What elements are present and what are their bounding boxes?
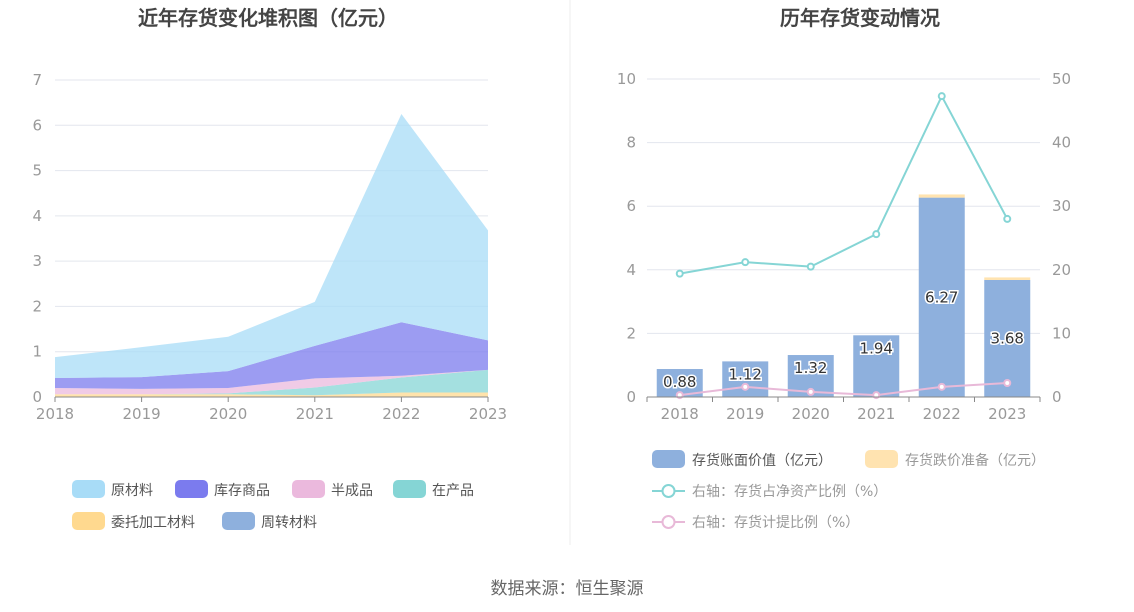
legend-swatch xyxy=(222,512,255,530)
x-tick-label: 2019 xyxy=(123,405,161,423)
bar-impairment-provision xyxy=(984,277,1031,280)
legend-marker xyxy=(661,484,676,498)
x-tick-label: 2022 xyxy=(382,405,420,423)
y-right-tick-label: 30 xyxy=(1052,197,1071,215)
legend-label: 半成品 xyxy=(331,483,373,499)
y-left-tick-label: 10 xyxy=(617,70,636,88)
x-tick-label: 2023 xyxy=(988,405,1026,423)
line-series-2 xyxy=(679,382,1008,397)
bar-impairment-provision xyxy=(918,194,965,198)
line-series-1 xyxy=(679,93,1009,275)
bar-carrying-value xyxy=(722,361,769,397)
legend-label: 原材料 xyxy=(111,483,153,499)
line-point xyxy=(806,262,815,271)
bar-value-label: 1.12 xyxy=(729,365,762,383)
legend-marker xyxy=(661,515,676,529)
y-tick-label: 0 xyxy=(32,388,42,406)
legend-label: 在产品 xyxy=(432,483,474,499)
x-tick-label: 2021 xyxy=(857,405,895,423)
right-chart-grid xyxy=(647,78,1040,334)
y-tick-label: 2 xyxy=(32,297,42,315)
x-tick-label: 2020 xyxy=(792,405,830,423)
legend-label: 右轴：存货占净资产比例（%） xyxy=(692,483,887,500)
bar-value-label: 1.94 xyxy=(860,339,893,357)
right-chart-bars xyxy=(656,194,1031,397)
y-tick-label: 7 xyxy=(32,71,42,89)
area-series-4 xyxy=(55,369,488,395)
y-left-tick-label: 2 xyxy=(626,324,636,342)
bar-value-label: 0.88 xyxy=(663,373,696,391)
area-series-2 xyxy=(55,392,488,397)
right-chart-lines xyxy=(675,92,1012,400)
right-chart-axis: 0 2 4 6 8 10 0 10 20 30 40 50 2018 2019 2020 2021 2022 20… xyxy=(617,70,1071,423)
area-series-6 xyxy=(55,113,488,378)
x-tick-label: 2022 xyxy=(923,405,961,423)
left-chart-title: 近年存货变化堆积图（亿元） xyxy=(138,6,398,30)
y-left-tick-label: 6 xyxy=(626,197,636,215)
bar-carrying-value xyxy=(984,279,1031,397)
legend-swatch xyxy=(292,480,325,498)
bar-value-label: 3.68 xyxy=(991,329,1024,347)
area-series-5 xyxy=(55,322,488,389)
y-right-tick-label: 10 xyxy=(1052,324,1071,342)
x-tick-label: 2018 xyxy=(661,405,699,423)
line-point xyxy=(937,382,946,391)
legend-swatch xyxy=(652,450,685,468)
legend-label: 周转材料 xyxy=(261,515,317,531)
data-source-note: 数据来源：恒生聚源 xyxy=(490,579,644,599)
legend-swatch xyxy=(175,480,208,498)
legend-swatch xyxy=(865,450,898,468)
line-point xyxy=(741,258,750,267)
bar-value-label: 6.27 xyxy=(925,288,958,306)
x-tick-label: 2020 xyxy=(209,405,247,423)
line-point xyxy=(937,92,946,101)
y-tick-label: 1 xyxy=(32,343,42,361)
legend-swatch xyxy=(72,480,105,498)
y-left-tick-label: 0 xyxy=(626,388,636,406)
y-tick-label: 4 xyxy=(32,207,42,225)
legend-swatch xyxy=(72,512,105,530)
legend-label: 存货跌价准备（亿元） xyxy=(905,452,1045,469)
y-left-tick-label: 4 xyxy=(626,261,636,279)
left-chart-axis: 0 1 2 3 4 5 6 7 2018 2019 2020 2021 2022 2023 xyxy=(32,71,507,423)
y-right-tick-label: 20 xyxy=(1052,261,1071,279)
line-point xyxy=(806,387,815,396)
y-tick-label: 3 xyxy=(32,252,42,270)
y-tick-label: 6 xyxy=(32,116,42,134)
y-tick-label: 5 xyxy=(32,162,42,180)
right-chart-title: 历年存货变动情况 xyxy=(780,6,940,30)
bar-carrying-value xyxy=(918,197,965,397)
line-point xyxy=(675,269,684,278)
bar-value-label: 1.32 xyxy=(794,359,827,377)
line-point xyxy=(741,382,750,391)
y-right-tick-label: 40 xyxy=(1052,134,1071,152)
legend-swatch xyxy=(393,480,426,498)
legend-label: 存货账面价值（亿元） xyxy=(692,452,832,469)
y-left-tick-label: 8 xyxy=(626,134,636,152)
line-point xyxy=(1003,214,1012,223)
bar-carrying-value xyxy=(853,335,900,397)
x-tick-label: 2019 xyxy=(726,405,764,423)
line-point xyxy=(872,230,881,239)
legend-label: 委托加工材料 xyxy=(111,515,195,531)
x-tick-label: 2021 xyxy=(296,405,334,423)
area-series-3 xyxy=(55,369,488,396)
line-point xyxy=(1003,379,1012,388)
x-tick-label: 2023 xyxy=(469,405,507,423)
x-tick-label: 2018 xyxy=(36,405,74,423)
legend-label: 库存商品 xyxy=(214,483,270,499)
legend-label: 右轴：存货计提比例（%） xyxy=(692,514,859,531)
y-right-tick-label: 0 xyxy=(1052,388,1062,406)
left-chart-areas xyxy=(55,113,488,397)
y-right-tick-label: 50 xyxy=(1052,70,1071,88)
right-chart-legend: 存货账面价值（亿元） 存货跌价准备（亿元） 右轴：存货占净资产比例（%） 右轴：存货计… xyxy=(652,450,1045,531)
